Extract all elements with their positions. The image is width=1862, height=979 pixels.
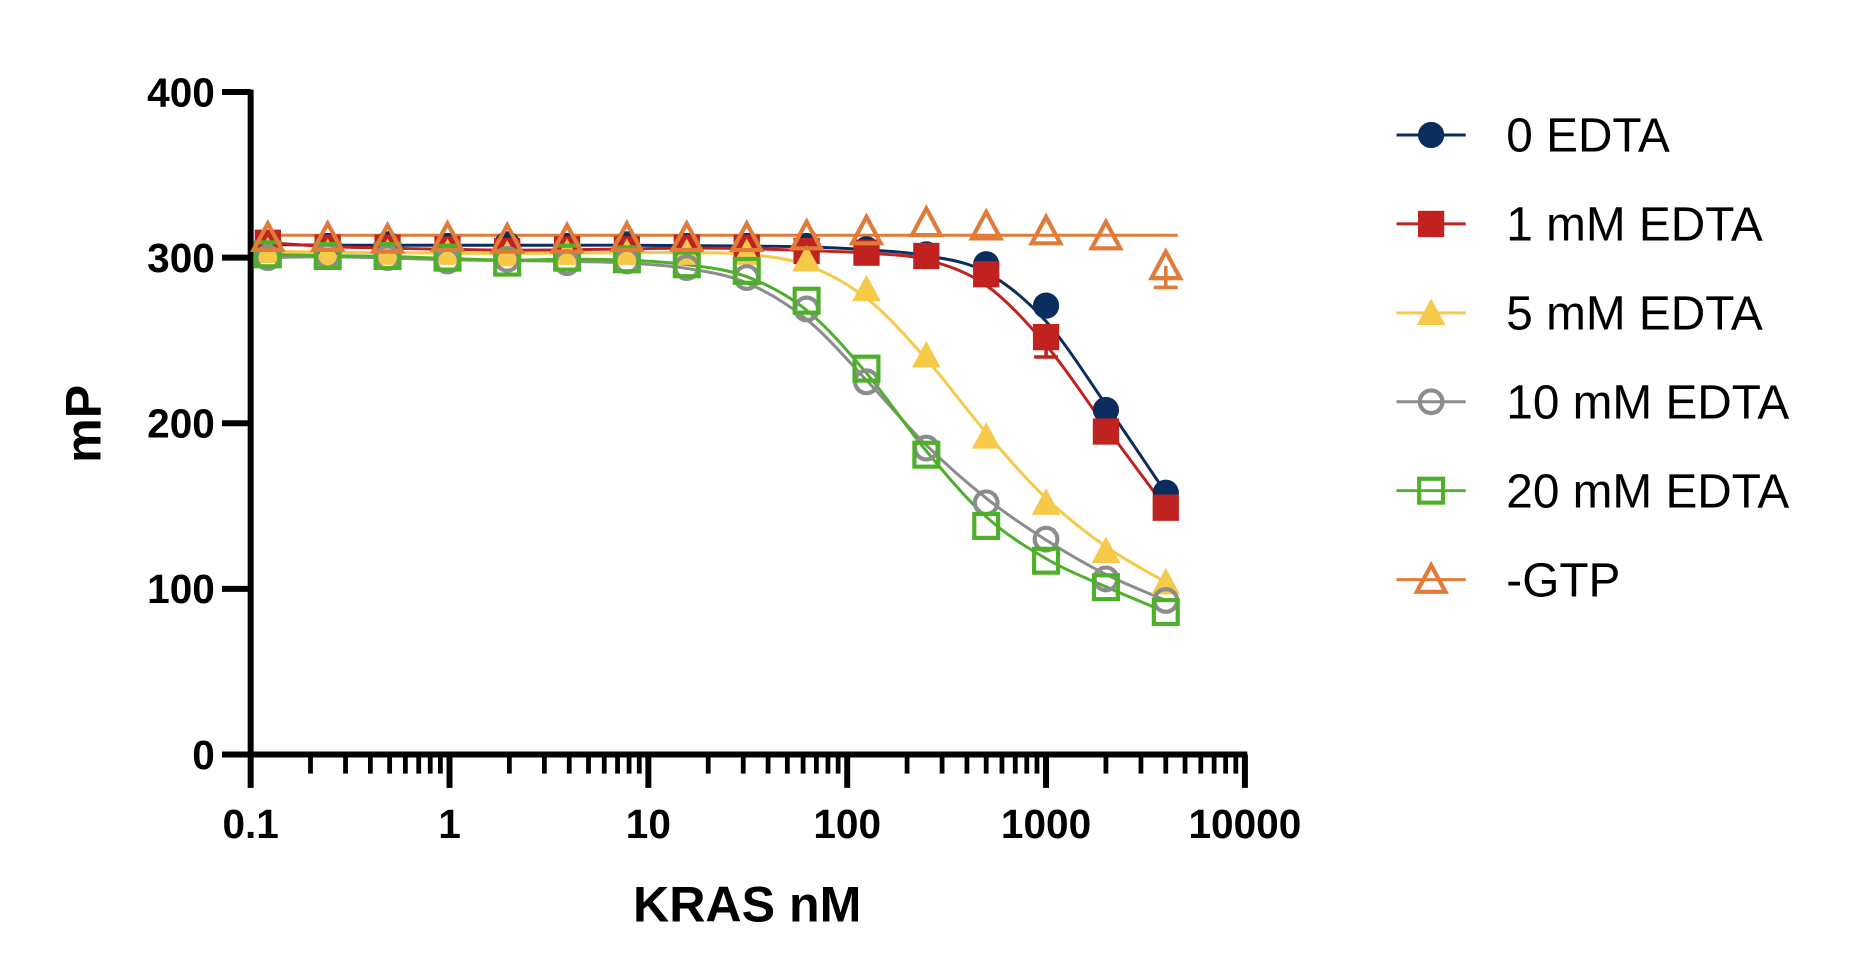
legend-item: 5 mM EDTA [1396, 288, 1763, 341]
data-point [852, 354, 881, 383]
legend-label: 0 EDTA [1506, 110, 1670, 163]
curve-20-mm-edta [267, 252, 1167, 614]
data-point [732, 256, 761, 285]
legend-marker [1417, 121, 1445, 149]
data-point [369, 220, 406, 254]
data-point [1091, 536, 1121, 563]
legend-label: -GTP [1506, 554, 1620, 607]
data-point [912, 434, 940, 462]
data-point [912, 341, 941, 368]
data-point [553, 243, 582, 272]
series--gtp [250, 204, 1184, 290]
x-tick-label: 100 [813, 801, 881, 847]
y-tick-label: 400 [147, 69, 215, 115]
legend-label: 5 mM EDTA [1506, 288, 1763, 341]
data-point [250, 219, 286, 253]
curve-1-mm-edta [267, 241, 1167, 509]
data-point [1032, 292, 1060, 319]
legend-label: 20 mM EDTA [1506, 465, 1789, 518]
curve-0-edta [267, 242, 1168, 494]
legend-item: 10 mM EDTA [1396, 376, 1789, 429]
data-point [912, 440, 941, 469]
data-point [968, 207, 1005, 241]
data-point [1092, 396, 1120, 424]
x-tick-label: 10000 [1188, 801, 1301, 847]
data-point [1092, 418, 1120, 445]
data-points [250, 204, 1184, 627]
data-point [672, 250, 701, 279]
data-point [852, 274, 881, 302]
fit-curves [267, 233, 1178, 614]
legend-marker [1417, 388, 1445, 416]
data-point [1147, 247, 1184, 281]
legend-item: -GTP [1396, 554, 1620, 607]
x-axis-title: KRAS nM [633, 877, 861, 933]
data-point [1031, 488, 1061, 515]
y-tick-labels: 0 100 200 300 400 [147, 69, 215, 777]
data-point [908, 204, 945, 238]
data-point [609, 219, 645, 253]
y-axis-title: mP [55, 385, 111, 463]
data-point [253, 240, 282, 269]
legend-marker [1416, 298, 1446, 326]
y-tick-label: 100 [147, 566, 215, 612]
legend-marker [1417, 476, 1446, 505]
data-point [1152, 494, 1179, 521]
legend: 0 EDTA 1 mM EDTA 5 mM EDTA 10 mM EDTA 20 mM … [1396, 110, 1789, 607]
data-point [972, 511, 1001, 540]
data-point [973, 261, 1000, 288]
data-point [313, 241, 342, 271]
legend-label: 10 mM EDTA [1506, 376, 1789, 429]
data-point [788, 217, 825, 251]
data-point [728, 219, 765, 253]
data-point [1028, 212, 1064, 246]
x-tick-label: 10 [626, 801, 671, 847]
x-tick-labels: 0.1 1 10 100 1000 10000 [222, 801, 1301, 847]
data-point [1151, 598, 1180, 627]
axes [222, 89, 1248, 788]
data-point [489, 220, 526, 254]
data-point [612, 245, 641, 274]
data-point [971, 422, 1001, 449]
data-point [913, 242, 940, 270]
legend-label: 1 mM EDTA [1506, 199, 1763, 252]
data-point [433, 243, 462, 272]
legend-marker [1413, 560, 1449, 594]
y-tick-label: 300 [147, 235, 215, 281]
y-tick-label: 0 [192, 732, 215, 778]
legend-item: 0 EDTA [1396, 110, 1670, 163]
curve-5-mm-edta [267, 249, 1167, 584]
series-5-mm-edta [253, 236, 1181, 595]
y-tick-label: 200 [147, 401, 215, 447]
data-point [668, 219, 705, 253]
data-point [1151, 567, 1181, 595]
x-tick-label: 1 [438, 801, 461, 847]
data-point [373, 241, 402, 271]
data-point [1032, 546, 1061, 575]
series-20-mm-edta [253, 240, 1180, 627]
data-point [1088, 217, 1124, 251]
data-point [1032, 324, 1060, 351]
data-point [309, 219, 346, 253]
x-tick-label: 0.1 [222, 801, 278, 847]
data-point [848, 212, 885, 246]
legend-item: 20 mM EDTA [1396, 465, 1789, 518]
data-point [429, 219, 466, 253]
data-point [549, 220, 585, 254]
data-point [792, 244, 821, 272]
data-point [1091, 573, 1120, 602]
data-point [792, 286, 821, 315]
legend-item: 1 mM EDTA [1396, 199, 1763, 252]
x-tick-label: 1000 [1001, 801, 1091, 847]
legend-marker [1417, 210, 1445, 238]
